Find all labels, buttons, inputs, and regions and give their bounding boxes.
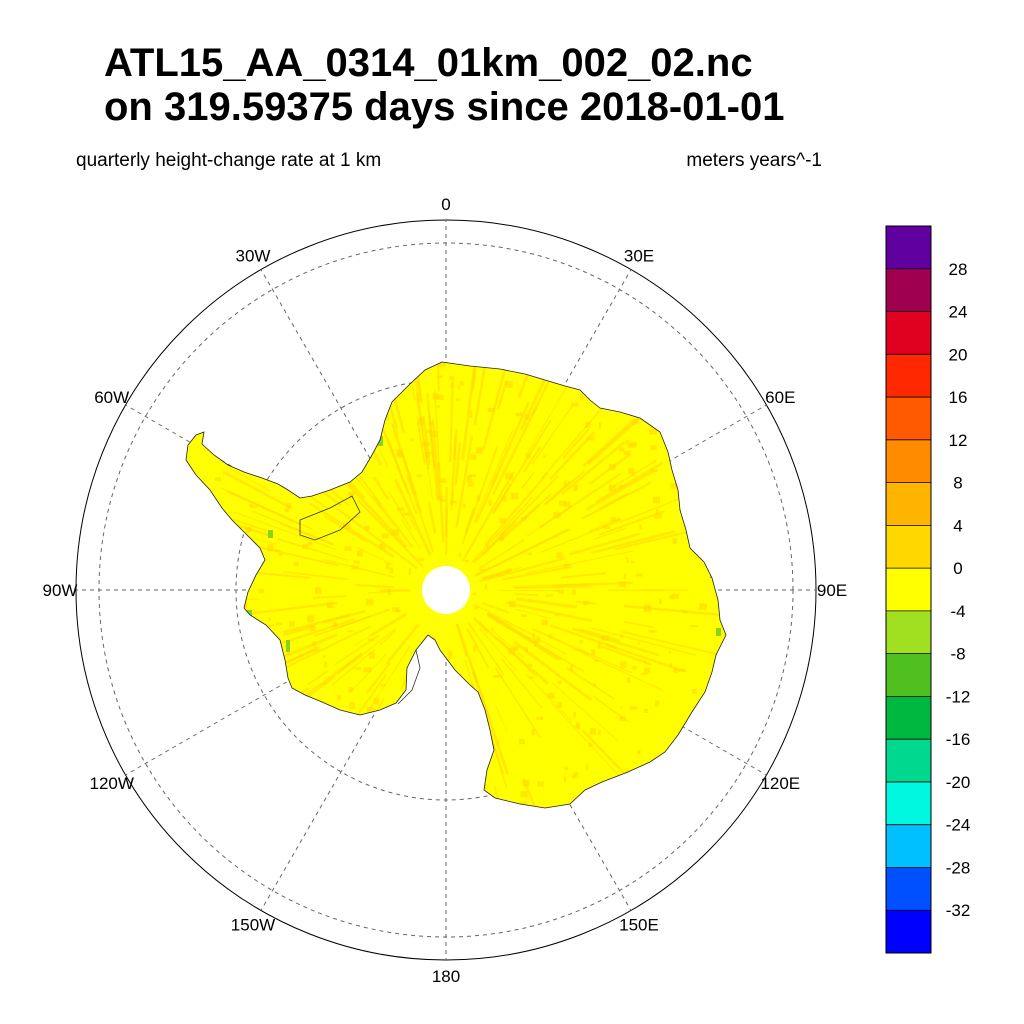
colorbar-frame xyxy=(885,225,932,954)
longitude-label: 60E xyxy=(765,388,795,407)
colorbar-swatch xyxy=(886,568,931,612)
colorbar-tick-label: 8 xyxy=(953,474,962,493)
colorbar-swatch xyxy=(886,482,931,526)
colorbar-swatch xyxy=(886,739,931,783)
colorbar-swatch xyxy=(886,268,931,312)
longitude-label: 30W xyxy=(236,247,271,266)
colorbar-tick-label: 28 xyxy=(949,260,968,279)
colorbar-swatch xyxy=(886,824,931,868)
longitude-label: 180 xyxy=(432,967,460,986)
colorbar-tick-label: 4 xyxy=(953,516,962,535)
longitude-label: 150W xyxy=(231,915,275,934)
colorbar-tick-label: 20 xyxy=(949,345,968,364)
colorbar-tick-label: -32 xyxy=(946,901,971,920)
ice-shelf-outline xyxy=(299,495,361,541)
colorbar-swatch xyxy=(886,781,931,825)
colorbar-tick-label: -12 xyxy=(946,687,971,706)
longitude-label: 60W xyxy=(94,388,129,407)
map-title-line2: on 319.59375 days since 2018-01-01 xyxy=(104,85,785,129)
colorbar-swatch xyxy=(886,311,931,355)
map-title-line1: ATL15_AA_0314_01km_002_02.nc xyxy=(104,41,753,85)
colorbar-tick-label: -16 xyxy=(946,730,971,749)
colorbar-swatch xyxy=(886,525,931,569)
colorbar-swatch xyxy=(886,439,931,483)
colorbar-tick-label: 16 xyxy=(949,388,968,407)
colorbar-swatch xyxy=(886,653,931,697)
colorbar-tick-label: 0 xyxy=(953,559,962,578)
colorbar-swatch xyxy=(886,226,931,270)
colorbar-swatch xyxy=(886,610,931,654)
colorbar-tick-label: -28 xyxy=(946,859,971,878)
variable-subtitle: quarterly height-change rate at 1 km xyxy=(76,150,382,171)
colorbar-swatch xyxy=(886,910,931,954)
colorbar-swatch xyxy=(886,867,931,911)
longitude-label: 150E xyxy=(619,915,659,934)
ice-shelf-outline xyxy=(397,649,421,705)
longitude-label: 30E xyxy=(624,247,654,266)
longitude-label: 0 xyxy=(441,195,450,214)
colorbar-tick-label: -24 xyxy=(946,816,971,835)
colorbar-swatch xyxy=(886,696,931,740)
longitude-label: 120E xyxy=(760,774,800,793)
longitude-label: 120W xyxy=(89,774,133,793)
longitude-label: 90E xyxy=(817,581,847,600)
pole-hole xyxy=(422,566,470,614)
colorbar-tick-label: -20 xyxy=(946,773,971,792)
colorbar-tick-label: -8 xyxy=(950,645,965,664)
longitude-labels: 0 30E 60E 90E 120E 150E 180 150W 120W 90W 60W 30W xyxy=(43,195,848,986)
colorbar-swatch xyxy=(886,354,931,398)
meridian-line xyxy=(125,589,447,776)
meridian-line xyxy=(260,269,447,591)
colorbar-tick-label: -4 xyxy=(950,602,965,621)
colorbar-tick-label: 12 xyxy=(949,431,968,450)
meridian-line xyxy=(260,589,447,911)
longitude-label: 90W xyxy=(43,581,78,600)
colorbar-swatch xyxy=(886,397,931,441)
coastline xyxy=(185,361,727,809)
colorbar: -32 -28 -24 -20 -16 -12 -8 -4 0 4 8 12 16 20 24 28 xyxy=(885,225,971,954)
units-subtitle: meters years^-1 xyxy=(686,150,822,171)
colorbar-tick-label: 24 xyxy=(949,303,968,322)
